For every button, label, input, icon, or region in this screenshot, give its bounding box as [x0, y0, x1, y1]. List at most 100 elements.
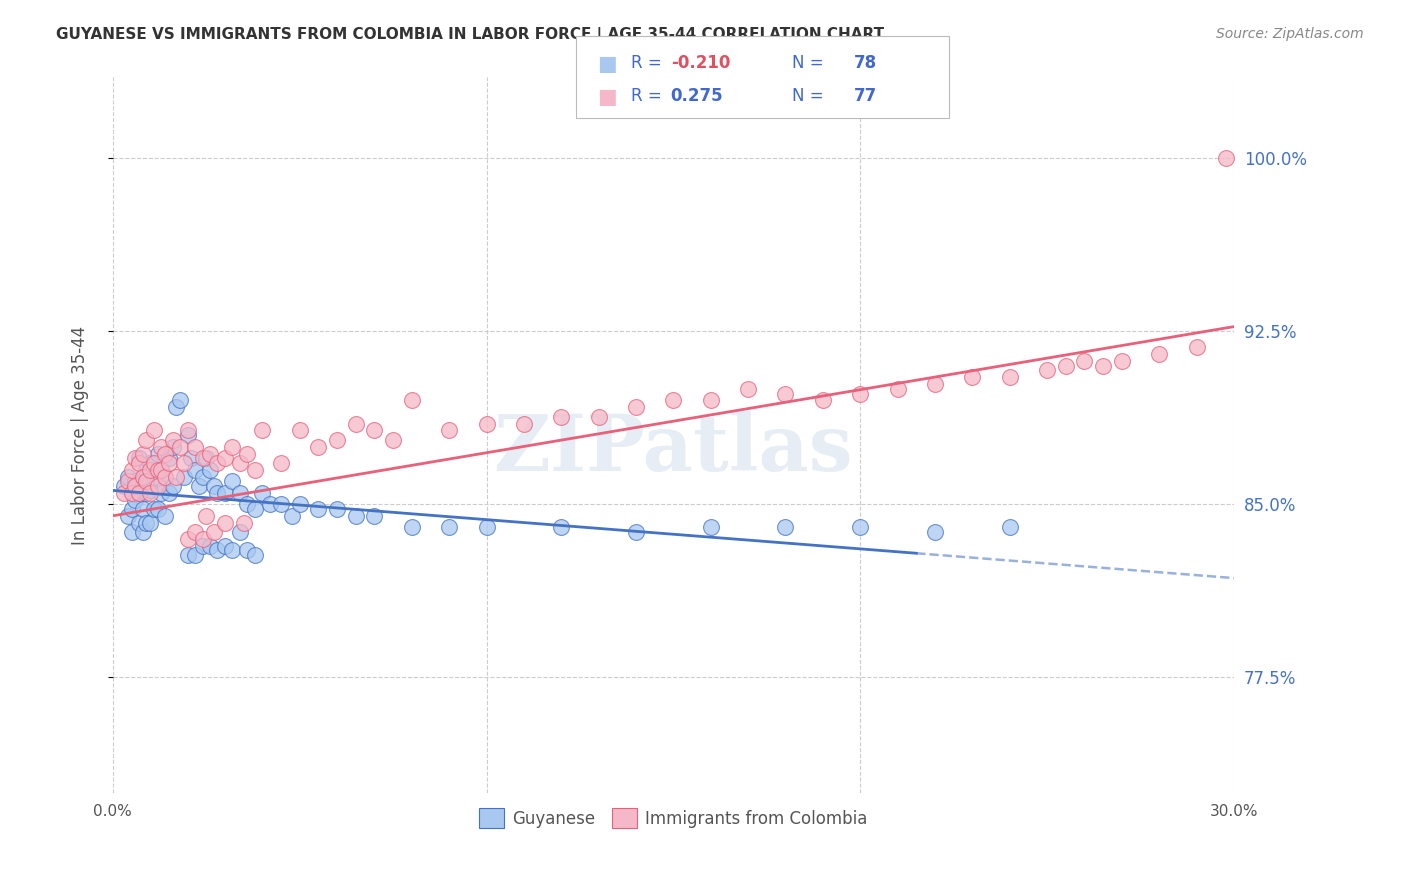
Point: [176, 532, 198, 546]
Point: [128, 485, 150, 500]
Point: [128, 451, 150, 466]
Text: R =: R =: [631, 87, 668, 104]
Point: [195, 508, 218, 523]
Text: GUYANESE VS IMMIGRANTS FROM COLOMBIA IN LABOR FORCE | AGE 35-44 CORRELATION CHAR: GUYANESE VS IMMIGRANTS FROM COLOMBIA IN …: [56, 27, 884, 43]
Point: [288, 424, 311, 438]
Point: [998, 520, 1021, 534]
Point: [146, 463, 169, 477]
Point: [849, 386, 872, 401]
Point: [624, 401, 647, 415]
Point: [112, 485, 135, 500]
Point: [124, 451, 146, 466]
Point: [252, 485, 274, 500]
Point: [180, 451, 202, 466]
Point: [184, 440, 207, 454]
Text: ZIPatlas: ZIPatlas: [494, 411, 853, 487]
Point: [270, 456, 292, 470]
Point: [229, 456, 252, 470]
Point: [513, 417, 536, 431]
Point: [142, 501, 165, 516]
Point: [550, 520, 572, 534]
Point: [132, 469, 155, 483]
Point: [202, 524, 225, 539]
Point: [146, 501, 169, 516]
Point: [326, 501, 349, 516]
Point: [157, 451, 180, 466]
Point: [121, 524, 143, 539]
Point: [153, 469, 176, 483]
Point: [437, 424, 460, 438]
Point: [132, 469, 155, 483]
Point: [139, 483, 162, 498]
Point: [236, 497, 259, 511]
Point: [229, 524, 252, 539]
Point: [1054, 359, 1077, 373]
Point: [169, 393, 191, 408]
Point: [157, 456, 180, 470]
Text: Source: ZipAtlas.com: Source: ZipAtlas.com: [1216, 27, 1364, 41]
Text: R =: R =: [631, 54, 668, 72]
Point: [221, 474, 243, 488]
Point: [288, 497, 311, 511]
Text: N =: N =: [792, 54, 828, 72]
Point: [184, 524, 207, 539]
Point: [1185, 340, 1208, 354]
Point: [150, 440, 173, 454]
Point: [173, 469, 195, 483]
Text: 0.0%: 0.0%: [93, 805, 132, 819]
Point: [191, 451, 214, 466]
Text: 77: 77: [853, 87, 877, 104]
Point: [1111, 354, 1133, 368]
Point: [142, 424, 165, 438]
Point: [202, 479, 225, 493]
Text: 78: 78: [853, 54, 876, 72]
Point: [124, 492, 146, 507]
Point: [924, 524, 946, 539]
Point: [550, 409, 572, 424]
Point: [229, 485, 252, 500]
Point: [112, 479, 135, 493]
Point: [998, 370, 1021, 384]
Point: [198, 463, 221, 477]
Point: [150, 485, 173, 500]
Point: [243, 463, 266, 477]
Point: [259, 497, 281, 511]
Point: [139, 485, 162, 500]
Point: [214, 485, 236, 500]
Point: [146, 446, 169, 460]
Point: [270, 497, 292, 511]
Point: [191, 532, 214, 546]
Point: [1147, 347, 1170, 361]
Point: [307, 501, 329, 516]
Point: [150, 463, 173, 477]
Point: [191, 469, 214, 483]
Point: [135, 463, 157, 477]
Point: [117, 508, 139, 523]
Point: [737, 382, 759, 396]
Point: [162, 479, 184, 493]
Point: [153, 508, 176, 523]
Point: [243, 501, 266, 516]
Point: [221, 543, 243, 558]
Point: [121, 501, 143, 516]
Point: [184, 548, 207, 562]
Point: [162, 440, 184, 454]
Point: [1092, 359, 1115, 373]
Point: [117, 474, 139, 488]
Point: [198, 446, 221, 460]
Point: [150, 463, 173, 477]
Point: [142, 456, 165, 470]
Point: [124, 479, 146, 493]
Text: -0.210: -0.210: [671, 54, 730, 72]
Point: [307, 440, 329, 454]
Point: [157, 485, 180, 500]
Point: [236, 543, 259, 558]
Point: [886, 382, 908, 396]
Point: [962, 370, 984, 384]
Point: [162, 433, 184, 447]
Point: [153, 469, 176, 483]
Point: [139, 463, 162, 477]
Point: [401, 520, 423, 534]
Point: [207, 485, 229, 500]
Point: [811, 393, 834, 408]
